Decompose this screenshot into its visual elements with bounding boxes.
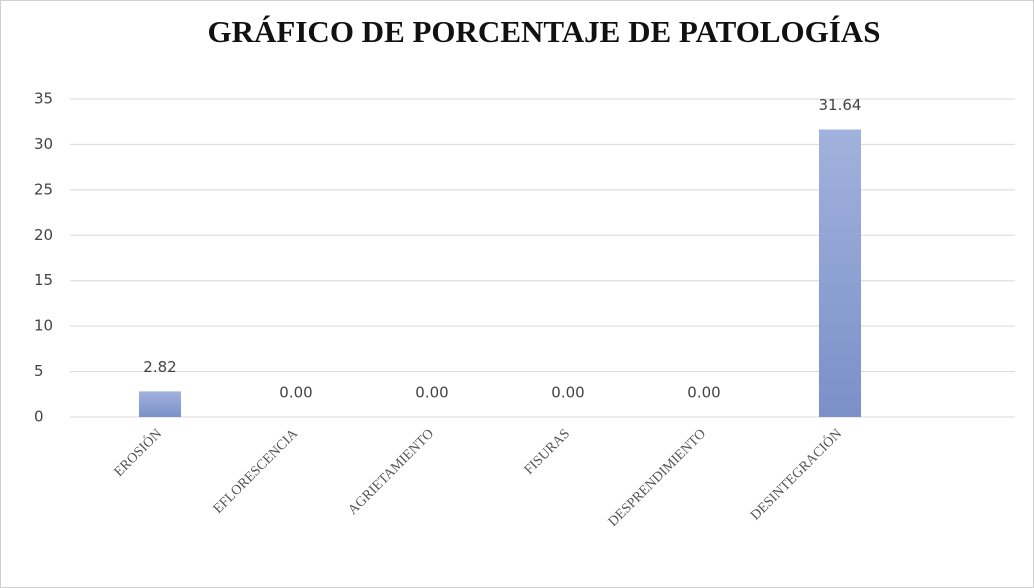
bar [139,391,181,417]
data-label: 2.82 [143,358,176,376]
y-tick-label: 20 [34,226,53,244]
y-tick-label: 10 [34,317,53,335]
y-tick-label: 0 [34,408,44,426]
data-label: 31.64 [819,96,862,114]
data-label: 0.00 [279,384,312,402]
y-tick-label: 15 [34,271,53,289]
data-label: 0.00 [551,384,584,402]
y-tick-label: 35 [34,90,53,108]
data-label: 0.00 [687,384,720,402]
y-tick-label: 30 [34,135,53,153]
data-label: 0.00 [415,384,448,402]
bar [819,129,861,417]
y-tick-label: 5 [34,362,44,380]
chart-title: GRÁFICO DE PORCENTAJE DE PATOLOGÍAS [208,14,881,49]
y-tick-label: 25 [34,180,53,198]
